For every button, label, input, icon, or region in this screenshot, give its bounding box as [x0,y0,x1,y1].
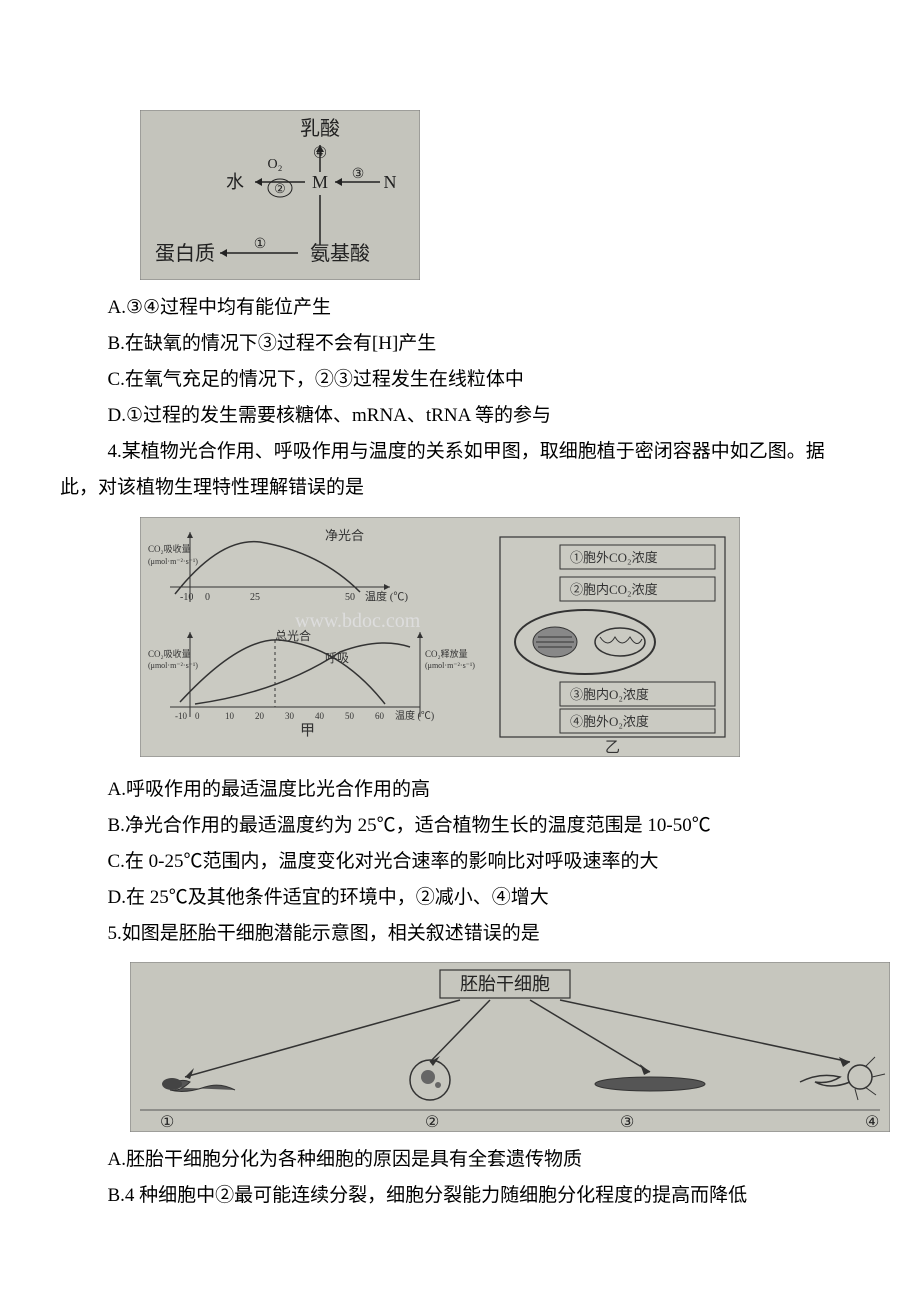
figure-1-svg: 乳酸 ④ M N ③ O₂ ② 水 氨基酸 ① 蛋白质 [140,110,420,280]
fig3-toplabel: 胚胎干细胞 [460,974,550,994]
fig3-c2: ② [425,1114,439,1131]
svg-text:10: 10 [225,711,235,721]
svg-text:-10: -10 [175,711,187,721]
fig1-c3: ③ [352,167,365,182]
q5-optA: A.胚胎干细胞分化为各种细胞的原因是具有全套遗传物质 [60,1142,860,1178]
svg-text:-10: -10 [180,592,193,603]
fig1-protein: 蛋白质 [155,242,215,265]
fig2-yi: 乙 [605,740,620,756]
q5-optB: B.4 种细胞中②最可能连续分裂，细胞分裂能力随细胞分化程度的提高而降低 [60,1178,860,1214]
fig2-r1: ①胞外CO₂浓度 [570,550,658,565]
svg-text:60: 60 [375,711,385,721]
fig1-lactic: 乳酸 [300,117,340,140]
fig3-c3: ③ [620,1114,634,1131]
fig3-c1: ① [160,1114,174,1131]
fig1-N: N [384,172,397,192]
q3-optA: A.③④过程中均有能位产生 [60,290,860,326]
fig1-o2: O₂ [268,157,283,172]
svg-text:0: 0 [195,711,200,721]
svg-text:40: 40 [315,711,325,721]
svg-text:50: 50 [345,711,355,721]
q4-optD: D.在 25℃及其他条件适宜的环境中，②减小、④增大 [60,880,860,916]
fig1-M: M [312,172,328,192]
figure-3: 胚胎干细胞 ① ② ③ ④ [130,962,860,1132]
svg-text:20: 20 [255,711,265,721]
svg-text:CO₂吸收量: CO₂吸收量 [148,543,191,554]
q4-optB: B.净光合作用的最适溫度约为 25℃，适合植物生长的温度范围是 10-50℃ [60,808,860,844]
fig2-r3: ③胞内O₂浓度 [570,687,649,702]
q3-optB: B.在缺氧的情况下③过程不会有[H]产生 [60,326,860,362]
figure-3-svg: 胚胎干细胞 ① ② ③ ④ [130,962,890,1132]
svg-text:50: 50 [345,592,355,603]
svg-text:CO₂释放量: CO₂释放量 [425,648,468,659]
fig2-watermark: www.bdoc.com [295,610,421,632]
fig2-xlabel-top: 温度 (℃) [365,589,408,603]
svg-text:CO₂吸收量: CO₂吸收量 [148,648,191,659]
svg-text:0: 0 [205,592,210,603]
fig1-c2: ② [274,181,286,196]
figure-1: 乳酸 ④ M N ③ O₂ ② 水 氨基酸 ① 蛋白质 [140,110,860,280]
fig2-xlabel-bot: 温度 (℃) [395,709,434,722]
fig3-c4: ④ [865,1114,879,1131]
fig2-huxi: 呼吸 [325,651,349,665]
q5-stem: 5.如图是胚胎干细胞潜能示意图，相关叙述错误的是 [60,916,860,952]
svg-text:25: 25 [250,592,260,603]
svg-text:30: 30 [285,711,295,721]
svg-text:(μmol·m⁻²·s⁻¹): (μmol·m⁻²·s⁻¹) [148,557,198,566]
figure-2-svg: 净光合 -10 0 25 50 温度 (℃) CO₂吸收量 (μmol·m⁻²·… [140,517,740,757]
svg-text:(μmol·m⁻²·s⁻¹): (μmol·m⁻²·s⁻¹) [148,661,198,670]
fig2-r2: ②胞内CO₂浓度 [570,582,658,597]
q4-optC: C.在 0-25℃范围内，温度变化对光合速率的影响比对呼吸速率的大 [60,844,860,880]
fig2-jia: 甲 [300,723,315,739]
fig1-c1: ① [254,237,267,252]
fig1-water: 水 [226,172,244,192]
fig2-r4: ④胞外O₂浓度 [570,714,649,729]
q3-optD: D.①过程的发生需要核糖体、mRNA、tRNA 等的参与 [60,398,860,434]
fig2-jingguanghe: 净光合 [325,528,364,543]
q4-stem: 4.某植物光合作用、呼吸作用与温度的关系如甲图，取细胞植于密闭容器中如乙图。据此… [60,434,860,506]
svg-text:(μmol·m⁻²·s⁻¹): (μmol·m⁻²·s⁻¹) [425,661,475,670]
q4-optA: A.呼吸作用的最适温度比光合作用的高 [60,772,860,808]
q3-optC: C.在氧气充足的情况下，②③过程发生在线粒体中 [60,362,860,398]
fig1-amino: 氨基酸 [310,242,370,265]
figure-2: 净光合 -10 0 25 50 温度 (℃) CO₂吸收量 (μmol·m⁻²·… [140,517,860,762]
